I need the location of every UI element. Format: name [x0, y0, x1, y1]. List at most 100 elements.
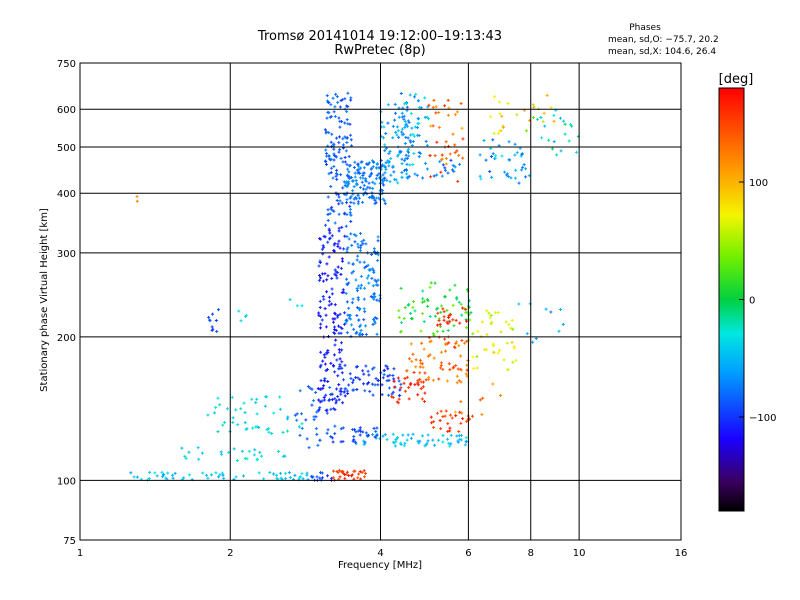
data-point — [319, 363, 323, 367]
data-point — [425, 167, 429, 171]
data-point — [525, 332, 529, 336]
data-point — [345, 235, 349, 239]
data-point — [507, 322, 511, 326]
data-point — [412, 371, 416, 375]
data-point — [367, 281, 371, 285]
data-point — [319, 387, 323, 391]
data-point — [399, 286, 403, 290]
data-point — [510, 318, 514, 322]
data-point — [135, 199, 139, 203]
data-point — [380, 393, 384, 397]
data-point — [298, 433, 302, 437]
data-point — [559, 116, 563, 120]
data-point — [544, 307, 548, 311]
data-point — [362, 166, 366, 170]
data-point — [327, 303, 331, 307]
data-point — [491, 138, 495, 142]
data-point — [318, 326, 322, 330]
data-point — [441, 163, 445, 167]
data-point — [327, 154, 331, 158]
data-point — [369, 171, 373, 175]
data-point — [345, 331, 349, 335]
data-point — [346, 246, 350, 250]
data-point — [437, 110, 441, 114]
data-point — [427, 117, 431, 121]
data-point — [383, 149, 387, 153]
data-point — [221, 473, 225, 477]
data-point — [332, 209, 336, 213]
data-point — [317, 311, 321, 315]
data-point — [328, 295, 332, 299]
data-point — [403, 120, 407, 124]
data-point — [402, 169, 406, 173]
data-point — [490, 175, 494, 179]
data-point — [239, 407, 243, 411]
data-point — [345, 110, 349, 114]
data-point — [324, 162, 328, 166]
data-point — [367, 274, 371, 278]
data-point — [506, 368, 510, 372]
data-point — [329, 157, 333, 161]
data-point — [321, 279, 325, 283]
data-point — [460, 126, 464, 130]
data-point — [411, 163, 415, 167]
data-point — [308, 386, 312, 390]
data-point — [347, 155, 351, 159]
data-point — [331, 440, 335, 444]
data-point — [362, 469, 366, 473]
data-point — [424, 378, 428, 382]
data-point — [568, 123, 572, 127]
data-point — [440, 153, 444, 157]
data-point — [447, 316, 451, 320]
data-point — [337, 202, 341, 206]
data-point — [352, 438, 356, 442]
data-point — [336, 265, 340, 269]
y-tick-label: 400 — [57, 189, 76, 200]
data-point — [358, 186, 362, 190]
data-point — [476, 329, 480, 333]
data-point — [324, 160, 328, 164]
data-point — [345, 198, 349, 202]
data-point — [366, 433, 370, 437]
data-point — [552, 113, 556, 117]
data-point — [439, 409, 443, 413]
data-point — [550, 147, 554, 151]
data-point — [373, 383, 377, 387]
data-point — [399, 382, 403, 386]
data-point — [234, 475, 238, 479]
data-point — [351, 189, 355, 193]
data-point — [288, 476, 292, 480]
data-point — [402, 316, 406, 320]
data-point — [330, 476, 333, 480]
data-point — [499, 129, 503, 133]
data-point — [410, 143, 414, 147]
data-point — [351, 262, 355, 266]
data-point — [315, 432, 319, 436]
data-point — [364, 431, 368, 435]
data-point — [355, 258, 359, 262]
data-point — [337, 116, 341, 120]
data-point — [355, 168, 359, 172]
data-point — [351, 378, 355, 382]
data-point — [382, 125, 386, 129]
data-point — [374, 177, 378, 181]
data-point — [164, 476, 168, 480]
data-point — [349, 220, 353, 224]
data-point — [341, 469, 345, 473]
data-point — [320, 399, 324, 403]
data-point — [464, 326, 468, 330]
data-point — [344, 321, 348, 325]
data-point — [363, 440, 367, 444]
data-point — [450, 416, 454, 420]
x-tick-label: 1 — [77, 548, 83, 559]
data-point — [415, 173, 419, 177]
data-point — [417, 133, 421, 137]
data-point — [453, 143, 457, 147]
data-point — [344, 318, 348, 322]
data-point — [407, 121, 411, 125]
data-point — [405, 369, 409, 373]
data-point — [442, 315, 446, 319]
data-point — [204, 473, 208, 477]
data-point — [372, 426, 376, 430]
data-point — [427, 103, 431, 107]
